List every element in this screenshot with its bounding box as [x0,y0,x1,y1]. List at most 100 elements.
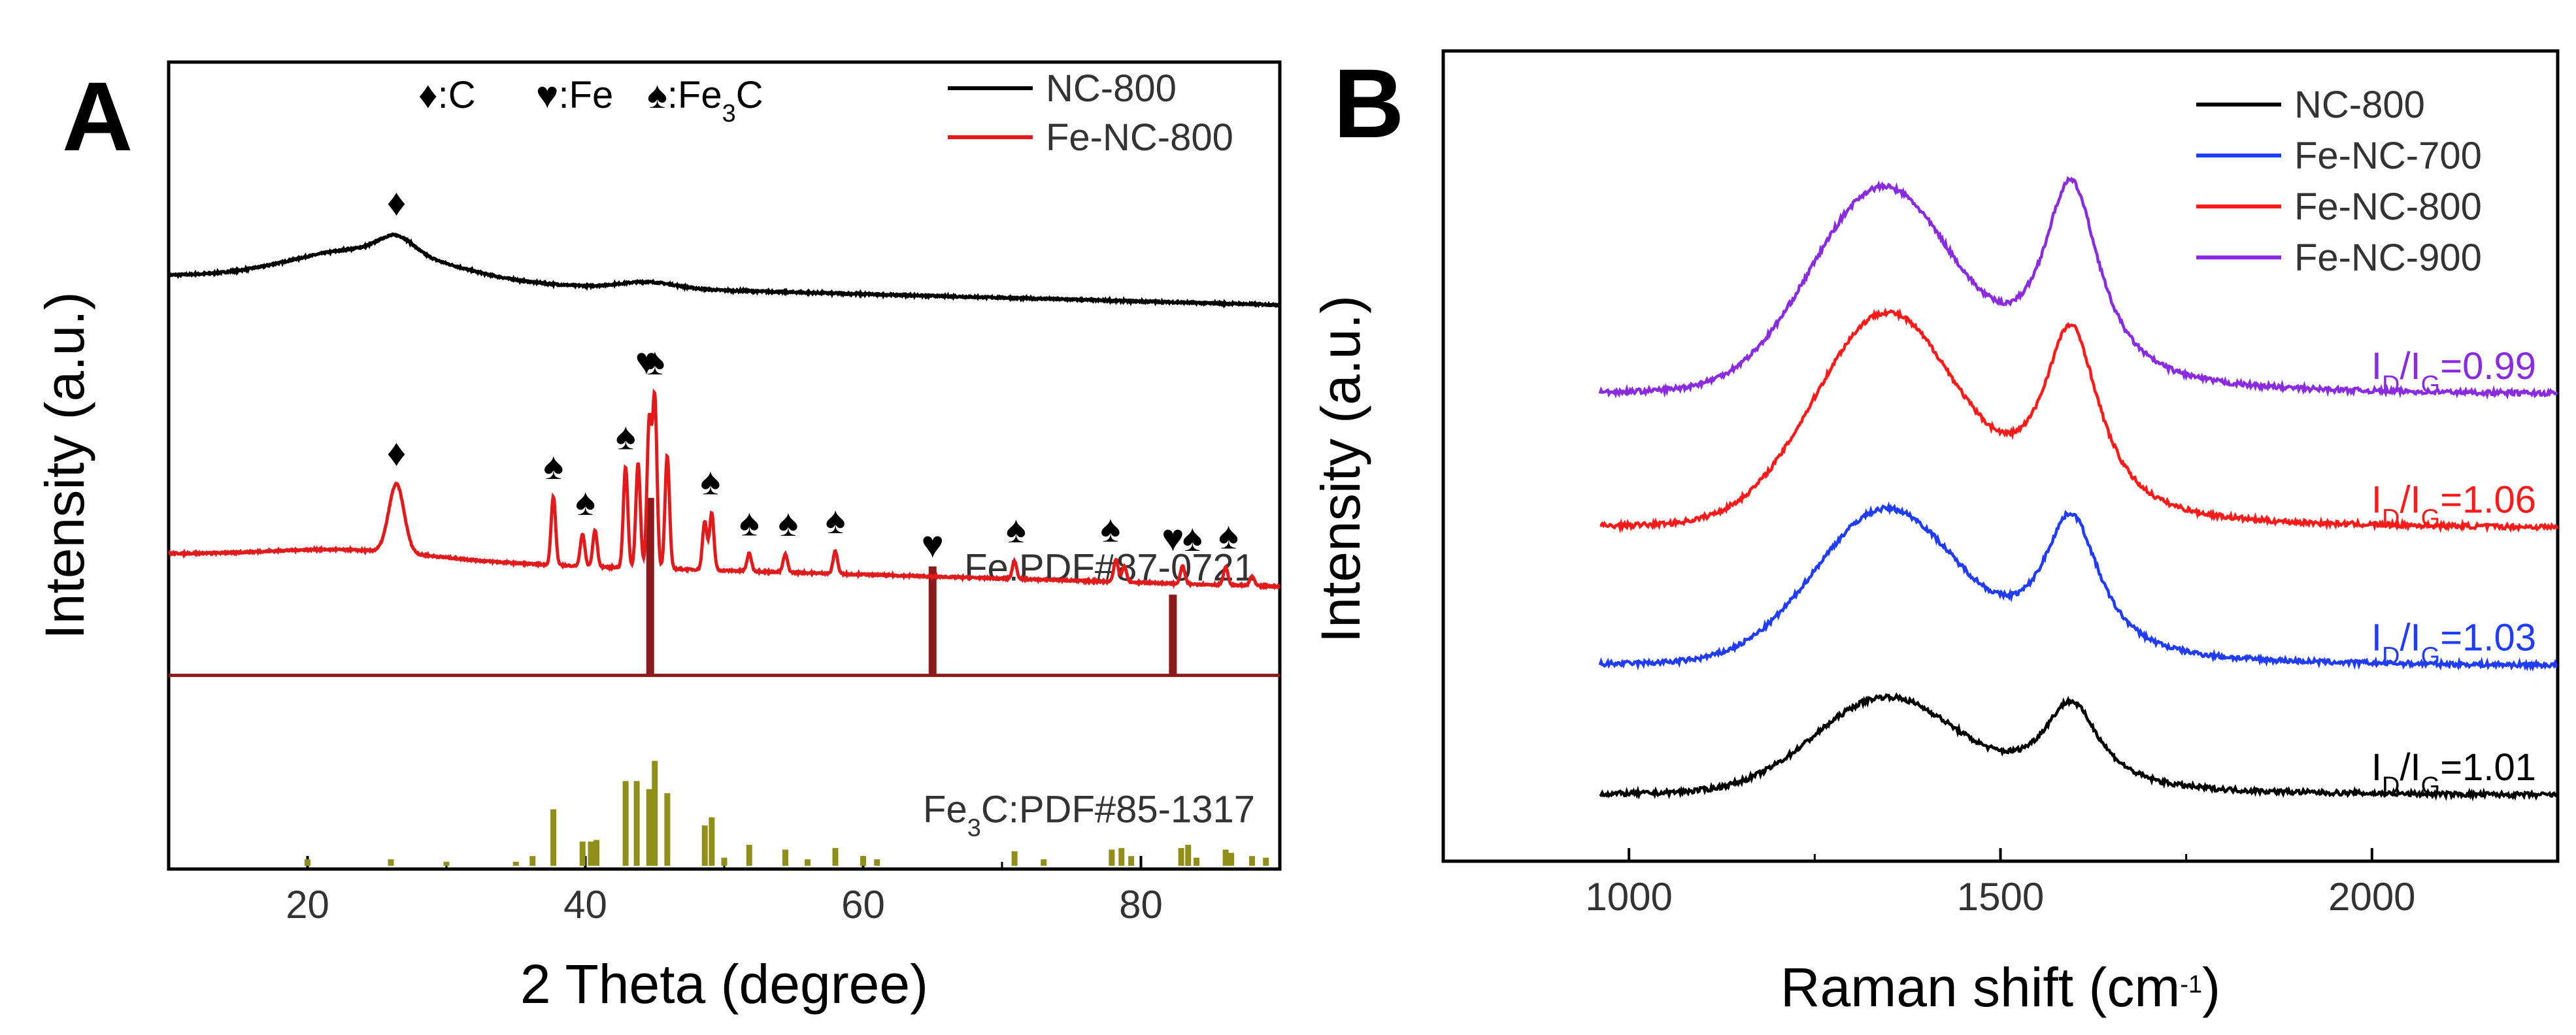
fe3c-reference-line [1185,844,1192,866]
panel-b-letter: B [1333,48,1404,158]
peak-marker: ♠ [616,415,636,457]
legend-b-label: Fe-NC-900 [2294,237,2482,279]
panel-a: A 20 40 60 80 Fe:PDF#87-0721Fe3C:PDF#85-131… [34,60,1282,1015]
ratio-label-fe-nc-700: ID/IG=1.03 [2371,616,2536,670]
panel-b-series [1598,176,2559,802]
fe3c-reference-label-pre: Fe [923,788,967,830]
peak-marker: ♠ [644,340,665,383]
fe3c-reference-line [1128,856,1135,866]
peak-marker: ♠ [1218,514,1239,557]
xrd-line-nc-800 [167,232,1280,309]
panel-b-x-axis-label-sup: -1 [2180,971,2202,998]
legend-b-label: Fe-NC-800 [2294,186,2482,228]
panel-a-x-ticks: 20 40 60 80 [167,856,1281,927]
fe3c-reference-line [646,789,652,866]
marker-legend-label: :C [438,74,476,116]
fe3c-reference-line [512,861,519,866]
fe3c-reference-line [529,856,536,866]
fe3c-reference-line [1011,851,1018,866]
marker-legend-item: ♥:Fe [536,74,613,116]
fe3c-reference-line [721,857,728,866]
raman-line-nc-800 [1599,692,2559,802]
panel-a-series [167,232,1280,591]
fe3c-reference-line [1041,859,1047,866]
peak-marker: ♠ [778,502,798,544]
fe-reference-line [1169,595,1177,676]
fe3c-reference-line [652,761,658,866]
fe3c-reference-line [1178,847,1184,866]
marker-legend-symbol: ♦ [418,74,438,116]
fe3c-reference-line [1118,847,1125,866]
fe3c-reference-line [874,859,880,866]
fe-reference-line [646,497,654,676]
panel-a-x-tick-label: 80 [1119,883,1163,927]
fe3c-reference-line [579,841,586,866]
panel-a-frame [167,60,1282,871]
peak-marker: ♠ [543,445,563,487]
peak-marker: ♠ [1182,517,1203,559]
panel-b-y-axis-label: Intensity (a.u.) [1310,295,1371,643]
panel-b-x-tick-label: 1000 [1585,875,1672,919]
legend-a-label: NC-800 [1046,67,1177,110]
marker-legend-label-tail: C [736,74,763,116]
peak-marker: ♥ [1162,517,1184,559]
fe3c-reference-line [1109,849,1115,866]
ratio-label-slash: /I [2400,746,2420,789]
peak-marker: ♦ [387,432,407,474]
panel-b-x-axis-label-tail: ) [2202,957,2220,1018]
ratio-label-fe-nc-900: ID/IG=0.99 [2371,345,2536,399]
marker-legend-symbol: ♥ [536,74,558,116]
fe3c-reference-line [701,825,708,866]
ratio-label-i: I [2371,479,2382,521]
panel-b-x-tick-label: 2000 [2328,875,2415,919]
fe3c-reference-line [388,859,394,866]
panel-b-x-tick-label: 1500 [1957,875,2044,919]
ratio-label-d: D [2382,505,2400,533]
peak-marker: ♠ [1006,508,1026,551]
panel-a-letter: A [62,61,133,171]
ratio-label-value: =0.99 [2440,345,2536,387]
marker-legend-symbol: ♠ [647,74,667,116]
fe3c-reference-line [746,844,752,866]
marker-legend-label: :Fe [667,74,722,116]
ratio-label-d: D [2382,371,2400,399]
fe3c-reference-line [1222,849,1229,866]
panel-b-x-axis-label: Raman shift (cm-1) [1781,957,2220,1018]
peak-marker: ♠ [826,499,846,542]
panel-a-x-axis-label: 2 Theta (degree) [520,953,928,1015]
ratio-label-slash: /I [2400,479,2420,521]
fe3c-reference-line [588,841,594,866]
raman-line-fe-nc-900 [1598,176,2558,400]
legend-b-label: Fe-NC-700 [2294,135,2482,177]
ratio-label-slash: /I [2400,616,2420,659]
fe3c-reference-line [709,817,715,866]
ratio-label-g: G [2421,642,2441,670]
ratio-label-fe-nc-800: ID/IG=1.06 [2371,479,2536,533]
fe3c-reference-line [832,847,839,866]
marker-legend-item: ♦:C [418,74,476,116]
ratio-label-g: G [2421,772,2441,800]
fe3c-reference-line [633,781,640,866]
panel-b: B 1000 1500 2000 ID/IG=1.01ID/IG=1.03ID/IG… [1310,48,2560,1018]
panel-b-x-axis-label-main: Raman shift (cm [1781,957,2180,1018]
ratio-label-d: D [2382,772,2400,800]
fe3c-reference-line [550,809,557,866]
peak-marker: ♦ [387,182,407,224]
fe3c-reference-line [1194,857,1199,866]
ratio-label-value: =1.06 [2440,479,2536,521]
raman-line-fe-nc-800 [1599,307,2559,534]
fe3c-reference-line [443,861,450,866]
ratio-label-value: =1.01 [2440,746,2536,789]
peak-marker: ♥ [922,523,944,566]
fe3c-reference-line [860,856,866,866]
marker-legend-item: ♠:Fe3C [647,74,763,127]
fe-reference-line [928,566,937,676]
fe3c-reference-label-post: C:PDF#85-1317 [981,788,1255,830]
marker-legend-label: :Fe [558,74,613,116]
panel-a-y-axis-label: Intensity (a.u.) [34,291,95,639]
fe3c-reference-label-sub: 3 [967,814,981,842]
panel-b-legend: NC-800 Fe-NC-700 Fe-NC-800 Fe-NC-900 [2196,84,2482,279]
ratio-label-value: =1.03 [2440,616,2536,659]
